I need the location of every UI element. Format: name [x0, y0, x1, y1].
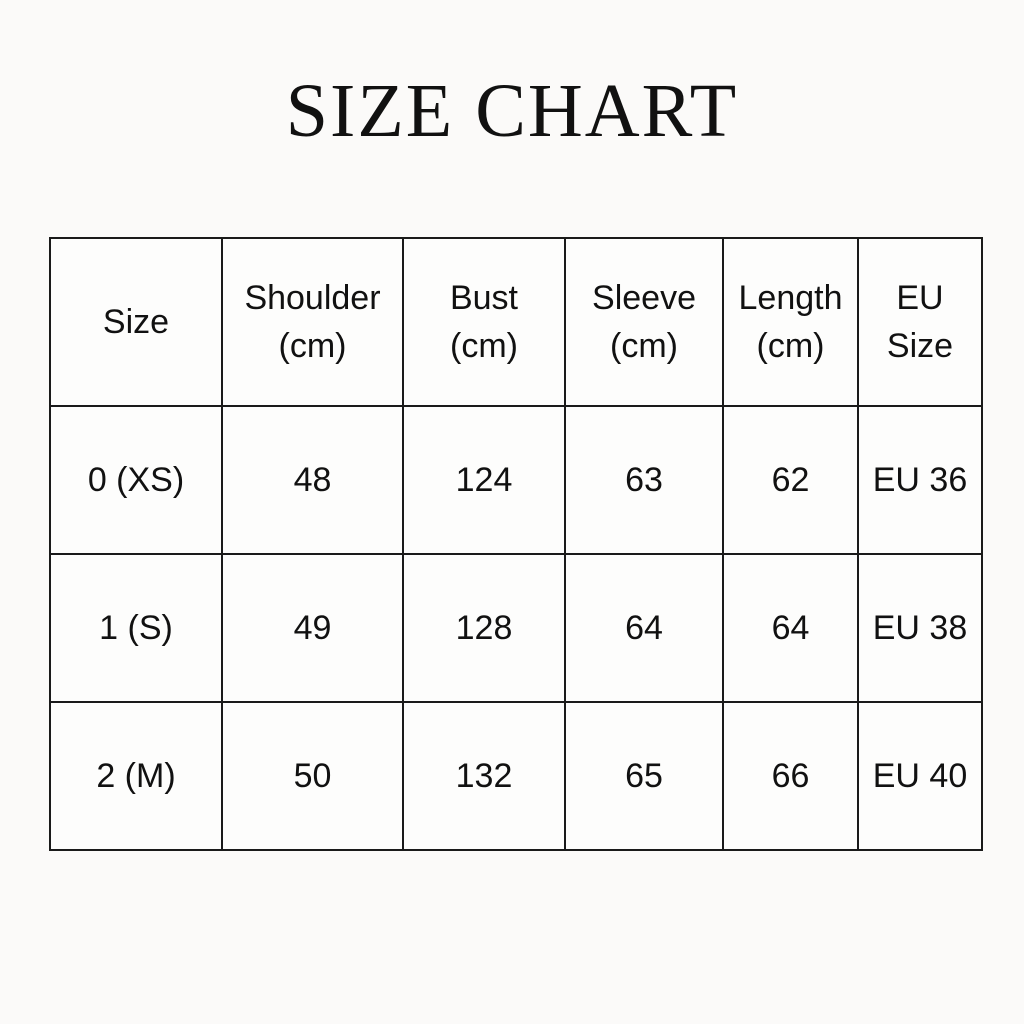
cell-size: 0 (XS): [49, 405, 223, 555]
cell-sleeve: 65: [564, 701, 724, 851]
header-label: Size: [102, 303, 170, 341]
header-unit: (cm): [278, 327, 347, 365]
header-label: Size: [886, 327, 954, 365]
cell-size: 1 (S): [49, 553, 223, 703]
header-unit: (cm): [450, 327, 518, 365]
header-label: EU: [896, 279, 944, 317]
header-label: Sleeve: [592, 279, 696, 317]
cell-length: 66: [722, 701, 859, 851]
cell-sleeve: 63: [564, 405, 724, 555]
header-unit: (cm): [756, 327, 825, 365]
header-row: Size Shoulder (cm) Bust (cm) Sleeve (cm) Le…: [49, 237, 983, 407]
cell-length: 64: [722, 553, 859, 703]
cell-eu-size: EU 36: [857, 405, 983, 555]
table-row: 1 (S) 49 128 64 64 EU 38: [49, 553, 983, 703]
table-row: 2 (M) 50 132 65 66 EU 40: [49, 701, 983, 851]
cell-bust: 132: [402, 701, 566, 851]
cell-sleeve: 64: [564, 553, 724, 703]
cell-eu-size: EU 38: [857, 553, 983, 703]
header-bust: Bust (cm): [402, 237, 566, 407]
header-label: Shoulder: [244, 279, 381, 317]
table-row: 0 (XS) 48 124 63 62 EU 36: [49, 405, 983, 555]
header-size: Size: [49, 237, 223, 407]
header-length: Length (cm): [722, 237, 859, 407]
cell-bust: 124: [402, 405, 566, 555]
header-unit: (cm): [610, 327, 678, 365]
cell-shoulder: 48: [221, 405, 404, 555]
header-eu-size: EU Size: [857, 237, 983, 407]
cell-bust: 128: [402, 553, 566, 703]
cell-eu-size: EU 40: [857, 701, 983, 851]
cell-size: 2 (M): [49, 701, 223, 851]
header-shoulder: Shoulder (cm): [221, 237, 404, 407]
header-sleeve: Sleeve (cm): [564, 237, 724, 407]
cell-length: 62: [722, 405, 859, 555]
cell-shoulder: 49: [221, 553, 404, 703]
header-label: Bust: [449, 279, 519, 317]
page-title: SIZE CHART: [285, 69, 739, 153]
cell-shoulder: 50: [221, 701, 404, 851]
size-chart-table: Size Shoulder (cm) Bust (cm) Sleeve (cm) Le…: [49, 237, 983, 851]
header-label: Length: [738, 279, 843, 317]
